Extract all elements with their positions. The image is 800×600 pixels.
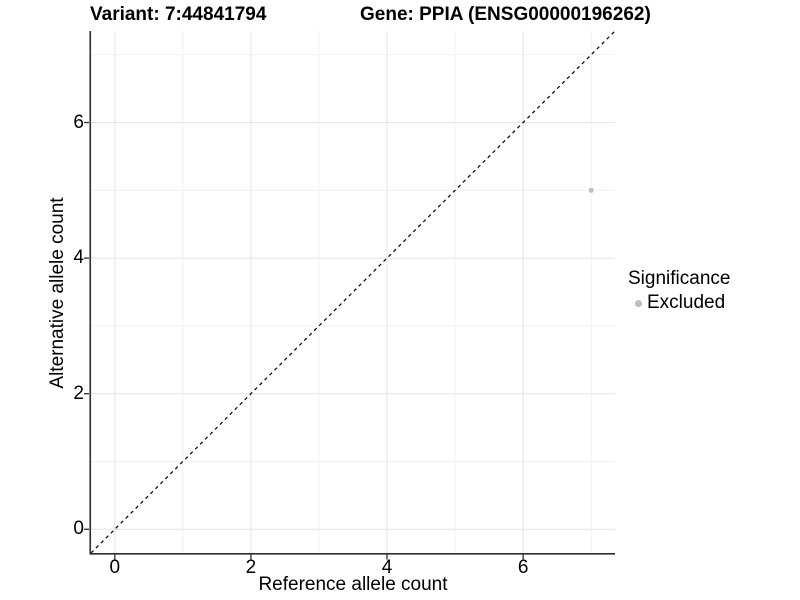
x-axis-title: Reference allele count [258, 574, 448, 595]
legend-title: Significance [628, 268, 731, 289]
legend-key-dot [635, 299, 642, 307]
legend-item: Excluded [628, 292, 730, 314]
x-tick-label: 0 [109, 557, 121, 578]
legend-item-label: Excluded [647, 292, 726, 313]
y-axis-title: Alternative allele count [47, 197, 68, 389]
y-tick-label: 2 [73, 382, 84, 404]
plot-title-variant: Variant: 7:44841794 [90, 4, 267, 25]
y-tick-label: 0 [73, 518, 84, 540]
x-tick-label: 6 [517, 557, 529, 578]
data-point [588, 187, 594, 193]
legend-items: Excluded [628, 292, 730, 314]
plot-title-gene: Gene: PPIA (ENSG00000196262) [360, 4, 651, 25]
x-tick-label: 4 [381, 557, 393, 578]
y-tick-label: 4 [73, 247, 84, 269]
identity-reference-line [90, 30, 616, 554]
legend: Significance Excluded [628, 268, 730, 314]
x-tick-label: 2 [245, 557, 257, 578]
y-tick-label: 6 [73, 111, 84, 133]
